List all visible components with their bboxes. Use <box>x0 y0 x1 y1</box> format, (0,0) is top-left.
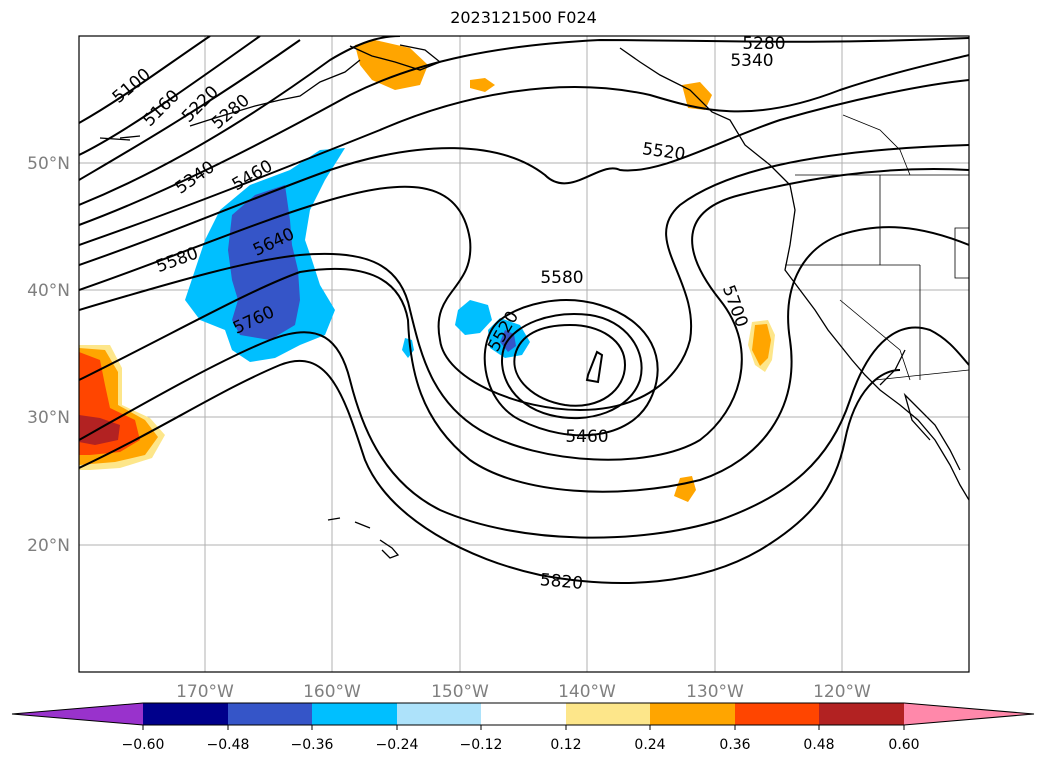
colorbar-tick-label: 0.12 <box>550 737 581 753</box>
lon-label: 140°W <box>558 682 616 702</box>
lat-label: 40°N <box>27 281 70 301</box>
contour-label: 5460 <box>565 427 608 447</box>
lon-label: 150°W <box>431 682 489 702</box>
map-background <box>79 36 969 672</box>
lat-label: 20°N <box>27 536 70 556</box>
lat-label: 50°N <box>27 154 70 174</box>
borders <box>785 114 969 381</box>
colorbar-segment <box>650 703 735 725</box>
colorbar-tick-label: −0.12 <box>460 737 503 753</box>
map-frame <box>78 35 970 673</box>
lon-label: 160°W <box>303 682 361 702</box>
contour-label: 5580 <box>540 268 583 288</box>
colorbar-segment <box>819 703 904 725</box>
lat-label: 30°N <box>27 408 70 428</box>
colorbar-tick-label: −0.60 <box>122 737 165 753</box>
coastlines <box>99 44 969 559</box>
longitude-labels: 170°W 160°W 150°W 140°W 130°W 120°W <box>176 682 871 702</box>
colorbar-tick-label: −0.48 <box>207 737 250 753</box>
colorbar-segment <box>228 703 312 725</box>
colorbar-extend-low <box>12 703 143 725</box>
figure-title: 2023121500 F024 <box>450 8 597 27</box>
colorbar-tick-label: −0.24 <box>376 737 419 753</box>
colorbar: −0.60 −0.48 −0.36 −0.24 −0.12 0.12 0.24 … <box>11 702 1035 753</box>
colorbar-segment <box>143 703 228 725</box>
positive-anomaly-shading <box>79 40 775 502</box>
colorbar-tick-label: 0.48 <box>803 737 834 753</box>
colorbar-segment <box>481 703 566 725</box>
colorbar-segment <box>566 703 650 725</box>
contour-label: 5340 <box>730 51 773 71</box>
contour-label: 5820 <box>539 570 584 594</box>
colorbar-tick-label: −0.36 <box>291 737 334 753</box>
colorbar-tick-label: 0.36 <box>719 737 750 753</box>
colorbar-segment <box>735 703 819 725</box>
lon-label: 130°W <box>686 682 744 702</box>
latitude-labels: 50°N 40°N 30°N 20°N <box>27 154 70 556</box>
gridlines <box>79 36 969 672</box>
colorbar-tick-label: 0.24 <box>634 737 665 753</box>
height-contours <box>79 36 969 584</box>
contour-label: 5280 <box>742 34 785 54</box>
colorbar-tick-label: 0.60 <box>888 737 919 753</box>
lon-label: 170°W <box>176 682 234 702</box>
colorbar-segment <box>312 703 397 725</box>
lon-label: 120°W <box>813 682 871 702</box>
colorbar-segment <box>397 703 481 725</box>
colorbar-extend-high <box>904 703 1034 725</box>
